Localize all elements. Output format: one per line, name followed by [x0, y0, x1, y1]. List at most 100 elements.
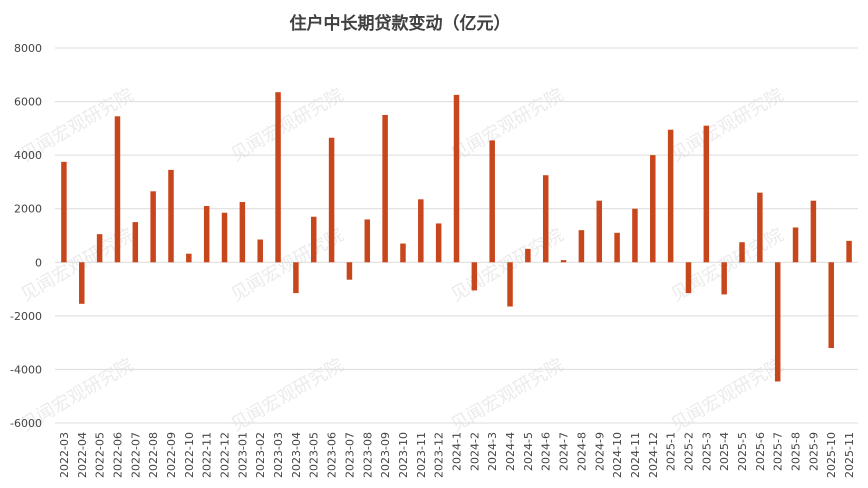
x-tick-label: 2023-08	[361, 432, 374, 478]
bar-2022-03	[61, 161, 67, 263]
bar-2022-07	[132, 222, 139, 263]
y-tick-label: 8000	[14, 42, 42, 55]
bar-2023-05	[310, 216, 317, 263]
bar-2022-11	[203, 206, 210, 263]
x-tick-label: 2024-5	[522, 432, 535, 471]
x-tick-label: 2024-11	[629, 432, 642, 478]
x-tick-label: 2023-10	[397, 432, 410, 478]
y-axis: -6000 -4000 -2000 0 2000 4000 6000 8000	[10, 42, 42, 430]
bar-2025-4	[721, 262, 727, 295]
watermark: 见闻宏观研究院	[447, 225, 567, 306]
bar-2024-4	[507, 262, 513, 307]
x-tick-label: 2023-01	[236, 432, 249, 478]
bar-2025-9	[810, 200, 817, 263]
bar-2023-03	[275, 92, 281, 263]
x-tick-label: 2022-06	[111, 432, 124, 478]
bar-2022-04	[79, 262, 85, 304]
x-tick-label: 2023-11	[415, 432, 428, 478]
bar-2023-02	[257, 239, 263, 263]
watermark: 见闻宏观研究院	[447, 85, 567, 166]
x-tick-label: 2023-03	[272, 432, 285, 478]
x-tick-label: 2025-3	[700, 432, 713, 471]
y-tick-label: 4000	[14, 149, 42, 162]
x-tick-label: 2022-05	[94, 432, 107, 478]
bar-2023-04	[293, 262, 299, 294]
x-tick-label: 2025-11	[843, 432, 856, 478]
x-tick-label: 2024-1	[451, 432, 464, 471]
bar-2023-07	[346, 262, 353, 280]
x-tick-label: 2023-02	[254, 432, 267, 478]
x-tick-label: 2024-2	[468, 432, 481, 471]
x-tick-label: 2025-8	[790, 432, 803, 471]
x-tick-label: 2024-12	[647, 432, 660, 478]
watermark: 见闻宏观研究院	[667, 225, 787, 306]
bar-2024-9	[596, 200, 603, 263]
x-tick-label: 2022-12	[219, 432, 232, 478]
watermark: 见闻宏观研究院	[667, 85, 787, 166]
bar-2022-12	[221, 212, 228, 263]
bar-2023-01	[239, 202, 246, 263]
chart-title: 住户中长期贷款变动（亿元）	[290, 13, 511, 34]
bar-2025-2	[685, 262, 692, 294]
x-axis: 2022-03 2022-04 2022-05 2022-06 2022-07 2022-…	[58, 432, 856, 478]
bar-2022-05	[96, 234, 103, 263]
x-tick-label: 2025-1	[665, 432, 678, 471]
x-tick-label: 2023-05	[308, 432, 321, 478]
bar-2025-11	[846, 240, 852, 263]
bar-2022-06	[114, 116, 121, 263]
x-tick-label: 2025-6	[754, 432, 767, 471]
x-tick-label: 2023-12	[433, 432, 446, 478]
x-tick-label: 2025-10	[825, 432, 838, 478]
watermark: 见闻宏观研究院	[667, 355, 787, 436]
x-tick-label: 2022-04	[76, 432, 89, 478]
x-tick-label: 2023-09	[379, 432, 392, 478]
bar-2025-7	[774, 262, 781, 382]
bar-2023-12	[435, 223, 442, 263]
y-tick-label: -2000	[10, 310, 42, 323]
bar-2022-09	[168, 169, 174, 263]
bar-2024-8	[578, 230, 585, 263]
y-tick-label: -4000	[10, 363, 42, 376]
y-tick-label: 2000	[14, 203, 42, 216]
bar-2024-5	[525, 248, 531, 263]
bar-2025-1	[667, 129, 674, 263]
bar-2023-10	[400, 243, 406, 263]
watermark: 见闻宏观研究院	[227, 355, 347, 436]
x-tick-label: 2023-04	[290, 432, 303, 478]
watermark: 见闻宏观研究院	[447, 355, 567, 436]
bar-2022-10	[186, 253, 192, 263]
bar-2024-1	[453, 94, 460, 263]
bar-series	[61, 92, 852, 382]
x-tick-label: 2022-11	[201, 432, 214, 478]
y-tick-label: 0	[35, 256, 42, 269]
x-tick-label: 2024-8	[575, 432, 588, 471]
bar-2024-10	[614, 232, 620, 263]
y-tick-label: 6000	[14, 96, 42, 109]
bar-2025-5	[739, 242, 745, 263]
x-tick-label: 2023-06	[326, 432, 339, 478]
x-tick-label: 2024-4	[504, 432, 517, 471]
x-tick-label: 2024-6	[540, 432, 553, 471]
bar-2023-11	[418, 199, 424, 263]
bar-2025-6	[757, 192, 763, 263]
x-tick-label: 2023-07	[343, 432, 356, 478]
bar-2024-6	[542, 175, 549, 263]
x-tick-label: 2025-5	[736, 432, 749, 471]
bar-2025-3	[703, 125, 710, 263]
bar-2022-08	[150, 191, 156, 263]
bar-2023-06	[328, 137, 335, 263]
bar-2025-10	[828, 262, 834, 348]
bar-2024-11	[632, 208, 638, 263]
x-tick-label: 2024-9	[593, 432, 606, 471]
x-tick-label: 2025-2	[682, 432, 695, 471]
bar-2024-2	[471, 262, 478, 291]
x-tick-label: 2025-4	[718, 432, 731, 471]
x-tick-label: 2024-3	[486, 432, 499, 471]
x-tick-label: 2025-7	[772, 432, 785, 471]
y-tick-label: -6000	[10, 417, 42, 430]
x-tick-label: 2022-07	[129, 432, 142, 478]
bar-2024-12	[650, 155, 656, 263]
x-tick-label: 2022-08	[147, 432, 160, 478]
bar-2025-8	[792, 227, 799, 263]
